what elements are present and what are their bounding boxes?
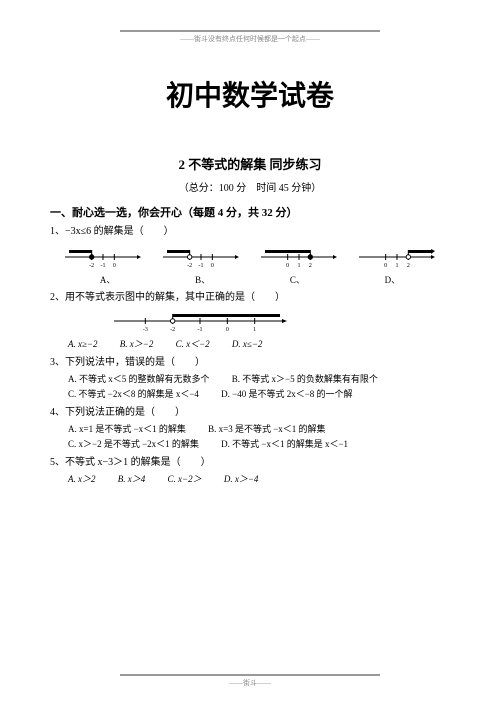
q2-opt-b: B. x＞−2 (120, 337, 154, 351)
q1-labels: A、 B、 C、 D、 (60, 273, 440, 286)
svg-text:2: 2 (407, 263, 410, 269)
q2-opt-c: C. x＜−2 (176, 337, 210, 351)
svg-text:2: 2 (309, 263, 312, 269)
svg-text:-2: -2 (170, 327, 175, 333)
q1-label-d: D、 (385, 273, 401, 286)
q3-stem: 3、下列说法中，错误的是（ ） (50, 355, 450, 370)
q3-opt-c: C. 不等式 −2x＜8 的解集是 x＜−4 (68, 387, 199, 401)
header-note: ——街斗没有终点任何时候都是一个起点—— (120, 30, 380, 44)
svg-text:0: 0 (113, 263, 116, 269)
svg-text:0: 0 (384, 263, 387, 269)
number-line: -2 -1 0 (63, 243, 143, 271)
q2-number-line: -3 -2 -1 0 1 (110, 307, 450, 335)
q4-opt-b: B. x=3 是不等式 −x＜1 的解集 (208, 422, 325, 436)
q4-opt-d: D. 不等式 −x＜1 的解集是 x＜−1 (221, 437, 348, 451)
q1-label-c: C、 (290, 273, 305, 286)
q5-opt-b: B. x＞4 (118, 472, 146, 486)
footer-note: ——街斗—— (120, 674, 380, 688)
q5-opt-a: A. x＞2 (68, 472, 96, 486)
q3-opt-d: D. −40 是不等式 2x＜−8 的一个解 (221, 387, 352, 401)
q1-stem: 1、−3x≤6 的解集是（ ） (50, 224, 450, 239)
svg-text:1: 1 (396, 263, 399, 269)
q5-options: A. x＞2 B. x＞4 C. x−2＞ D. x＞−4 (68, 472, 450, 486)
q4-opt-a: A. x=1 是不等式 −x＜1 的解集 (68, 422, 186, 436)
svg-text:0: 0 (286, 263, 289, 269)
svg-text:1: 1 (298, 263, 301, 269)
number-line: 0 1 2 (357, 243, 437, 271)
q5-opt-d: D. x＞−4 (224, 472, 259, 486)
svg-text:0: 0 (226, 327, 229, 333)
svg-text:0: 0 (211, 263, 214, 269)
q5-opt-c: C. x−2＞ (168, 472, 202, 486)
svg-text:1: 1 (253, 327, 256, 333)
q5-stem: 5、不等式 x−3＞1 的解集是（ ） (50, 455, 450, 470)
svg-text:-2: -2 (89, 263, 94, 269)
q1-label-a: A、 (100, 273, 116, 286)
svg-text:-1: -1 (199, 263, 204, 269)
q3-opt-a: A. 不等式 x＜5 的整数解有无数多个 (68, 372, 210, 386)
sub-title: 2 不等式的解集 同步练习 (50, 154, 450, 173)
svg-text:-3: -3 (143, 327, 148, 333)
q4-stem: 4、下列说法正确的是（ ） (50, 405, 450, 420)
q4-opt-c: C. x＞−2 是不等式 −2x＜1 的解集 (68, 437, 199, 451)
exam-meta: （总分：100 分 时间 45 分钟） (50, 179, 450, 194)
number-line: 0 1 2 (259, 243, 339, 271)
q2-opt-d: D. x≤−2 (232, 337, 263, 351)
svg-text:-1: -1 (101, 263, 106, 269)
q3-opt-b: B. 不等式 x＞−5 的负数解集有有限个 (232, 372, 378, 386)
q2-stem: 2、用不等式表示图中的解集，其中正确的是（ ） (50, 290, 450, 305)
q2-options: A. x≥−2 B. x＞−2 C. x＜−2 D. x≤−2 (68, 337, 450, 351)
main-title: 初中数学试卷 (50, 74, 450, 114)
q1-number-lines: -2 -1 0 -2 -1 0 0 1 2 0 1 2 (54, 243, 446, 271)
section-1-head: 一、耐心选一选，你会开心（每题 4 分，共 32 分） (50, 204, 450, 220)
q4-options: A. x=1 是不等式 −x＜1 的解集 B. x=3 是不等式 −x＜1 的解… (68, 422, 450, 451)
number-line: -2 -1 0 (161, 243, 241, 271)
q3-options: A. 不等式 x＜5 的整数解有无数多个 B. 不等式 x＞−5 的负数解集有有… (68, 372, 450, 401)
svg-text:-2: -2 (187, 263, 192, 269)
q1-label-b: B、 (195, 273, 210, 286)
q2-opt-a: A. x≥−2 (68, 337, 98, 351)
svg-text:-1: -1 (198, 327, 203, 333)
